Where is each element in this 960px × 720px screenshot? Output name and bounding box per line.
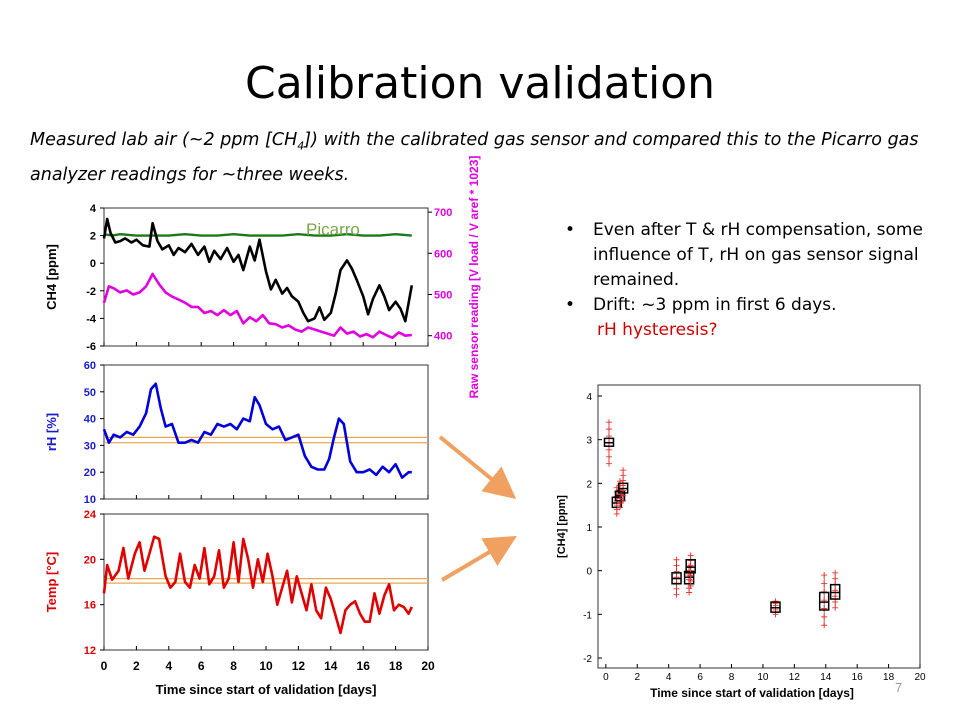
x-tick-label: 16	[357, 659, 371, 673]
x-tick-label: 14	[324, 659, 338, 673]
panel-frame	[103, 364, 429, 500]
x-tick-label: 18	[389, 659, 403, 673]
bullet-note: rH hysteresis?	[597, 320, 718, 340]
bullet-text: Drift: ~3 ppm in first 6 days.	[593, 295, 837, 315]
x-tick-label: 12	[292, 659, 306, 673]
bullet-dot-icon: •	[565, 295, 576, 315]
y-tick-label: 30	[84, 440, 96, 452]
y-tick-label: 12	[84, 645, 96, 657]
box-panel-frame	[597, 384, 921, 669]
y-tick-label: 20	[84, 467, 96, 479]
subtitle-subscript: 4	[297, 139, 305, 153]
x-tick-label: 8	[230, 659, 237, 673]
y-tick-label: 20	[84, 554, 96, 566]
y-tick-label: 50	[84, 387, 96, 399]
bullet-text: Even after T & rH compensation, some inf…	[593, 220, 923, 290]
y2-tick-label: 500	[434, 290, 452, 302]
y-axis-label-rh: rH [%]	[44, 413, 59, 451]
subtitle-text-after: ]) with the calibrated gas sensor and co…	[30, 130, 919, 185]
y-tick-label: 10	[84, 494, 96, 506]
y-tick-label: 1	[586, 523, 592, 534]
x-tick-label: 8	[729, 672, 735, 683]
y-axis-label-temp: Temp [°C]	[44, 552, 59, 613]
series-line-raw	[102, 272, 412, 340]
y2-tick-label: 400	[434, 331, 452, 343]
y-tick-label: -1	[583, 610, 592, 621]
x-tick-label: 16	[852, 672, 864, 683]
y-tick-label: -4	[86, 313, 97, 325]
bullet-item: • Even after T & rH compensation, some in…	[565, 218, 945, 293]
x-tick-label: 0	[603, 672, 609, 683]
x-tick-label: 20	[914, 672, 926, 683]
y2-axis-label: Raw sensor reading [V load / V aref * 10…	[467, 156, 481, 399]
x-axis-label: Time since start of validation [days]	[156, 682, 377, 697]
x-tick-label: 6	[198, 659, 205, 673]
panel-frame	[103, 513, 429, 651]
box-x-axis-label: Time since start of validation [days]	[650, 686, 854, 700]
y-tick-label: 40	[84, 414, 96, 426]
y-tick-label: 0	[586, 567, 592, 578]
y-tick-label: 2	[90, 231, 96, 243]
y-tick-label: 24	[84, 509, 97, 521]
x-tick-label: 20	[421, 659, 435, 673]
box-body	[685, 559, 696, 574]
x-tick-label: 14	[820, 672, 832, 683]
page-number: 7	[895, 680, 903, 695]
box-body	[818, 591, 830, 611]
y-tick-label: 3	[586, 436, 592, 447]
bullet-dot-icon: •	[565, 220, 576, 240]
y-tick-label: 0	[90, 258, 96, 270]
y-tick-label: 2	[586, 479, 592, 490]
x-tick-label: 0	[101, 659, 108, 673]
x-tick-label: 12	[789, 672, 801, 683]
y-tick-label: -2	[86, 286, 96, 298]
subtitle-text-before: Measured lab air (~2 ppm [CH	[30, 130, 298, 150]
arrow-lower	[440, 535, 517, 582]
y-tick-label: -6	[86, 341, 96, 353]
picarro-annotation: Picarro	[306, 220, 360, 239]
y-axis-label-ch4: CH4 [ppm]	[44, 244, 59, 310]
y2-tick-label: 600	[434, 248, 452, 260]
x-tick-label: 4	[666, 672, 672, 683]
bullet-list: • Even after T & rH compensation, some in…	[565, 218, 945, 343]
y-tick-label: -2	[583, 654, 592, 665]
series-line-rH	[102, 382, 412, 479]
x-tick-label: 10	[259, 659, 273, 673]
slide-title: Calibration validation	[244, 58, 715, 109]
series-line-sensor	[102, 217, 414, 323]
y-tick-label: 16	[84, 600, 96, 612]
y2-tick-label: 700	[434, 207, 452, 219]
x-tick-label: 2	[634, 672, 640, 683]
x-tick-label: 6	[697, 672, 703, 683]
slide-subtitle: Measured lab air (~2 ppm [CH4]) with the…	[30, 126, 930, 189]
x-tick-label: 4	[165, 659, 172, 673]
y-tick-label: 4	[90, 203, 97, 215]
x-tick-label: 2	[133, 659, 140, 673]
box-y-axis-label: [CH4] [ppm]	[556, 495, 568, 558]
series-line-temp	[102, 535, 413, 635]
series-line-picarro	[103, 233, 412, 237]
bullet-item: • Drift: ~3 ppm in first 6 days.	[565, 293, 945, 318]
y-tick-label: 4	[586, 392, 592, 403]
y-tick-label: 60	[84, 360, 96, 372]
x-tick-label: 18	[883, 672, 895, 683]
x-tick-label: 10	[757, 672, 769, 683]
arrow-upper	[438, 435, 517, 500]
